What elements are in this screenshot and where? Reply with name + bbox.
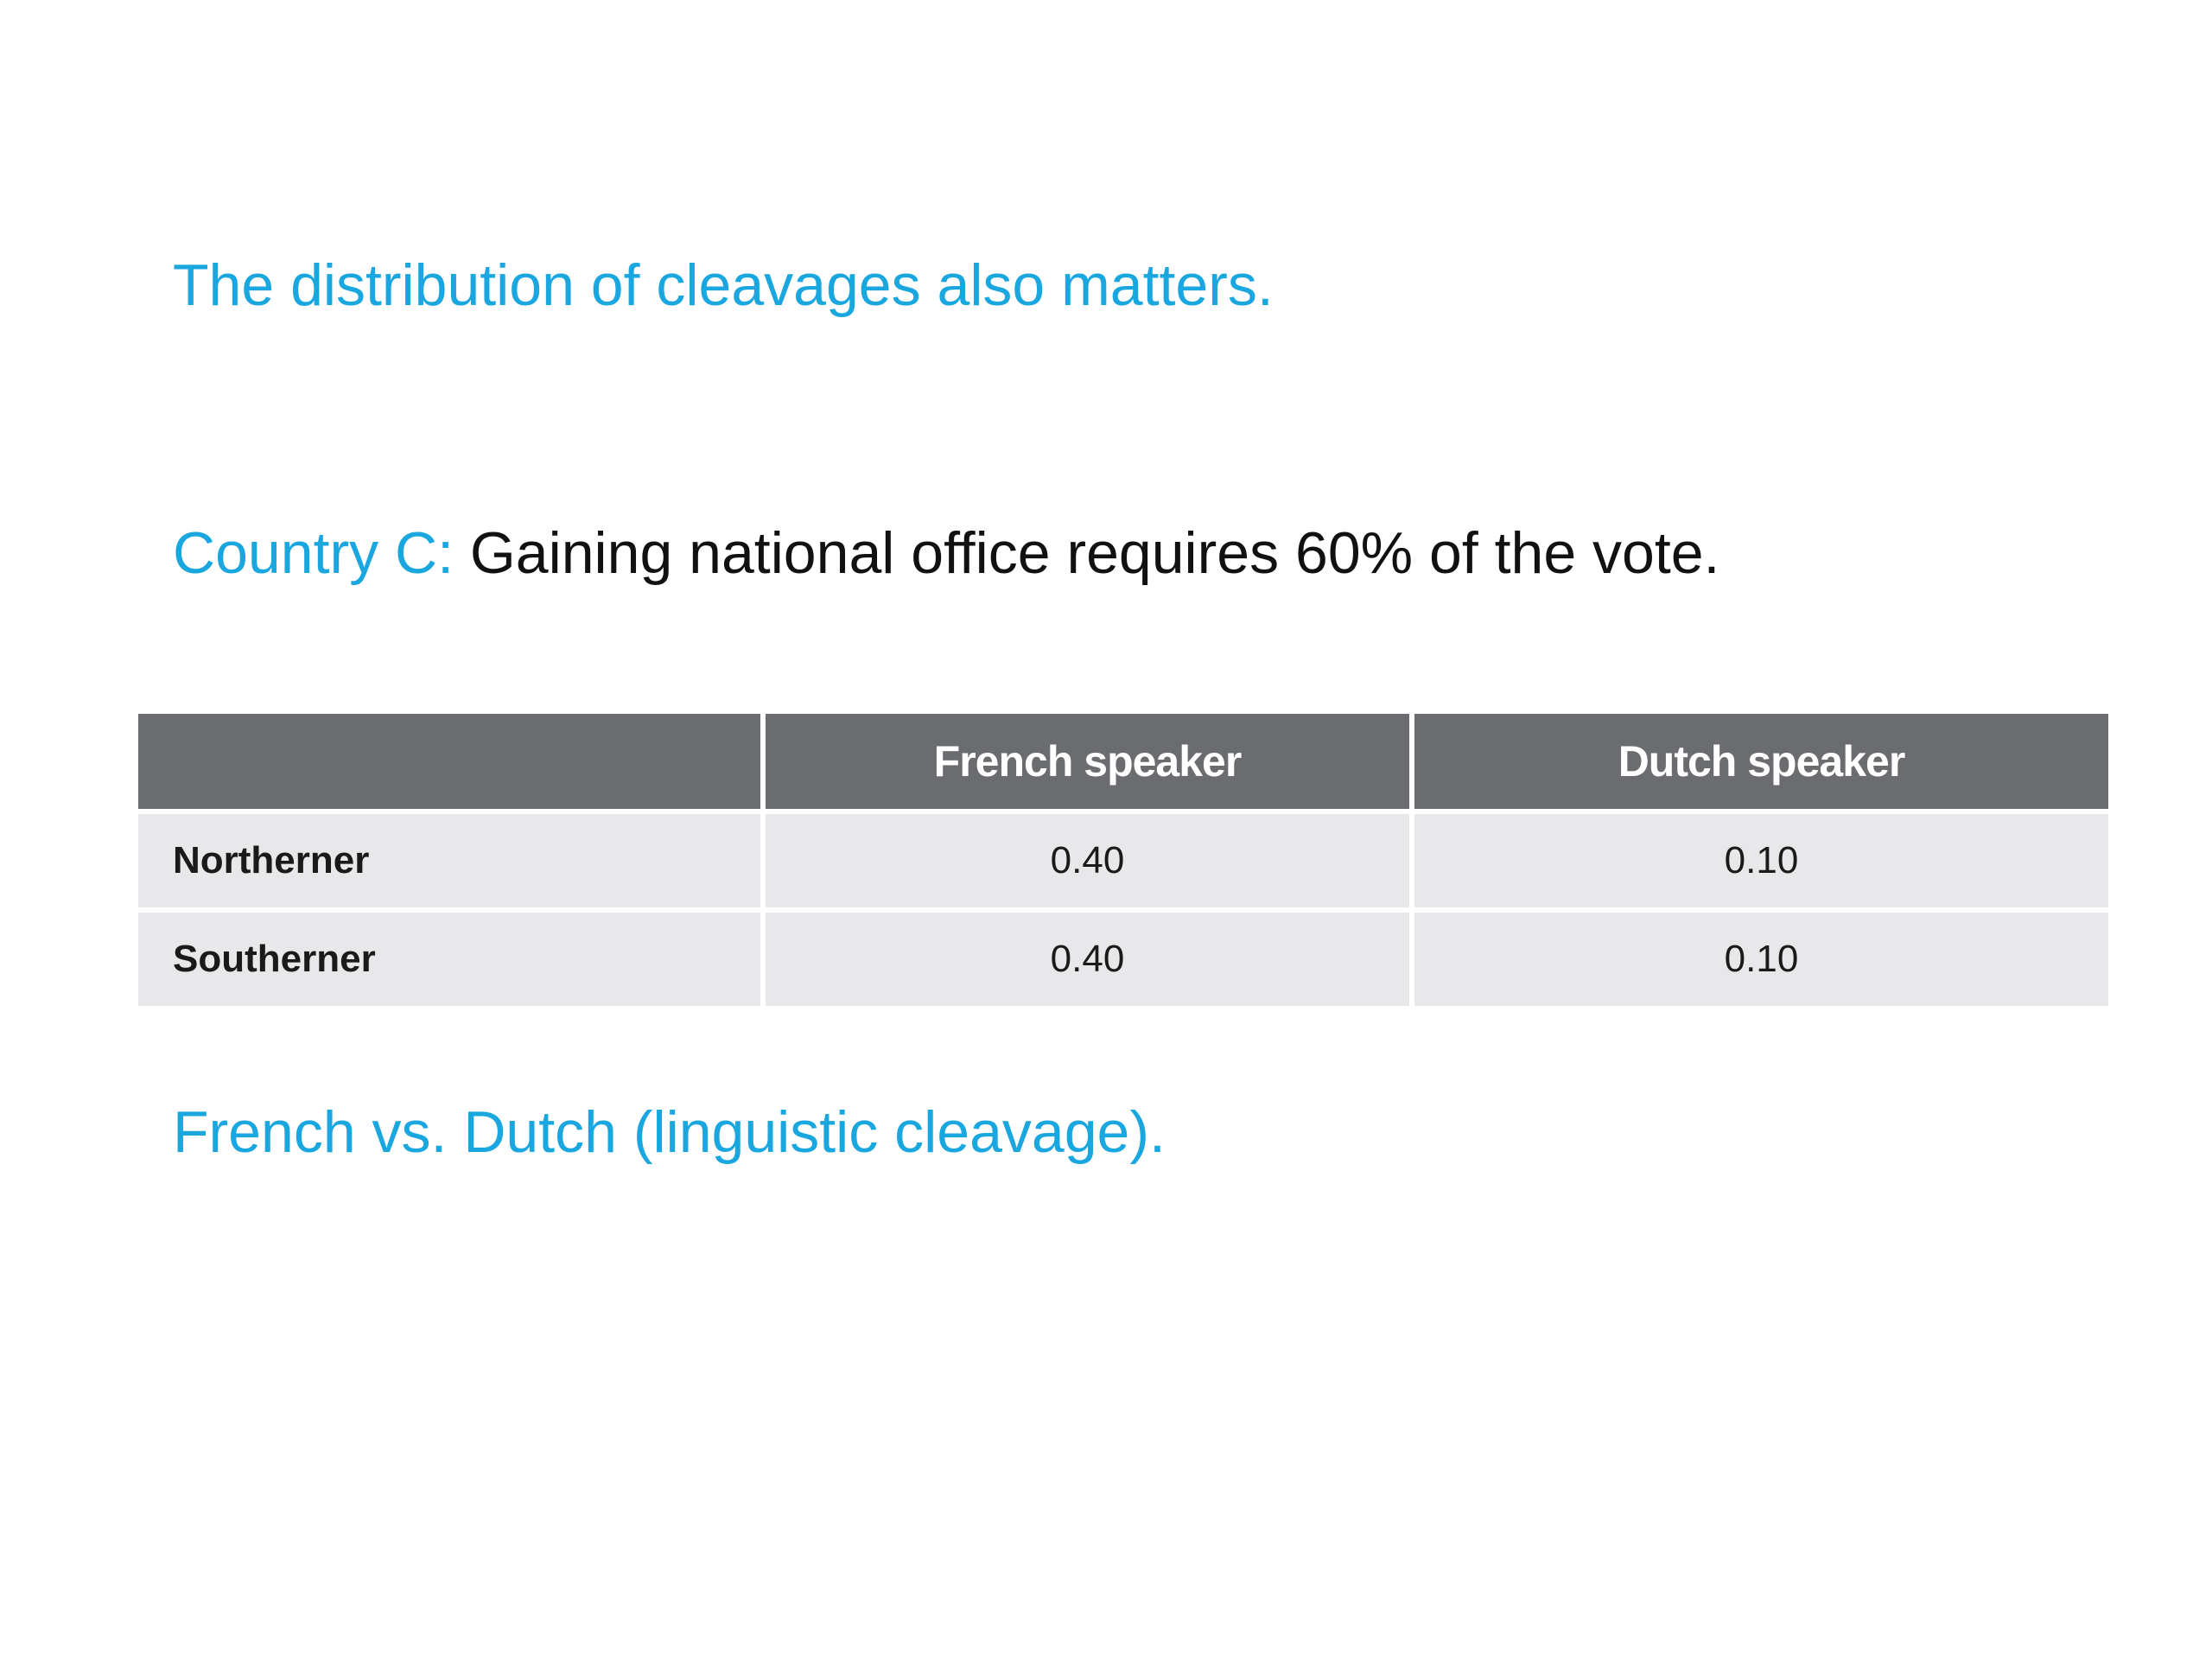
header-cell-empty — [138, 714, 760, 809]
header-cell-french-speaker: French speaker — [766, 714, 1409, 809]
cell-southerner-french: 0.40 — [766, 913, 1409, 1006]
header-cell-dutch-speaker: Dutch speaker — [1414, 714, 2108, 809]
cell-southerner-dutch: 0.10 — [1414, 913, 2108, 1006]
footer-note: French vs. Dutch (linguistic cleavage). — [173, 1099, 1166, 1165]
country-label: Country C: — [173, 520, 454, 586]
table-row: Northerner 0.40 0.10 — [138, 814, 2108, 907]
cell-northerner-dutch: 0.10 — [1414, 814, 2108, 907]
table-header-row: French speaker Dutch speaker — [138, 714, 2108, 809]
country-text: Gaining national office requires 60% of … — [454, 520, 1720, 586]
country-statement: Country C: Gaining national office requi… — [173, 519, 1719, 588]
row-label-southerner: Southerner — [138, 913, 760, 1006]
probability-table: French speaker Dutch speaker Northerner … — [133, 709, 2113, 1011]
cell-northerner-french: 0.40 — [766, 814, 1409, 907]
table-row: Southerner 0.40 0.10 — [138, 913, 2108, 1006]
row-label-northerner: Northerner — [138, 814, 760, 907]
slide-heading: The distribution of cleavages also matte… — [173, 252, 1274, 318]
